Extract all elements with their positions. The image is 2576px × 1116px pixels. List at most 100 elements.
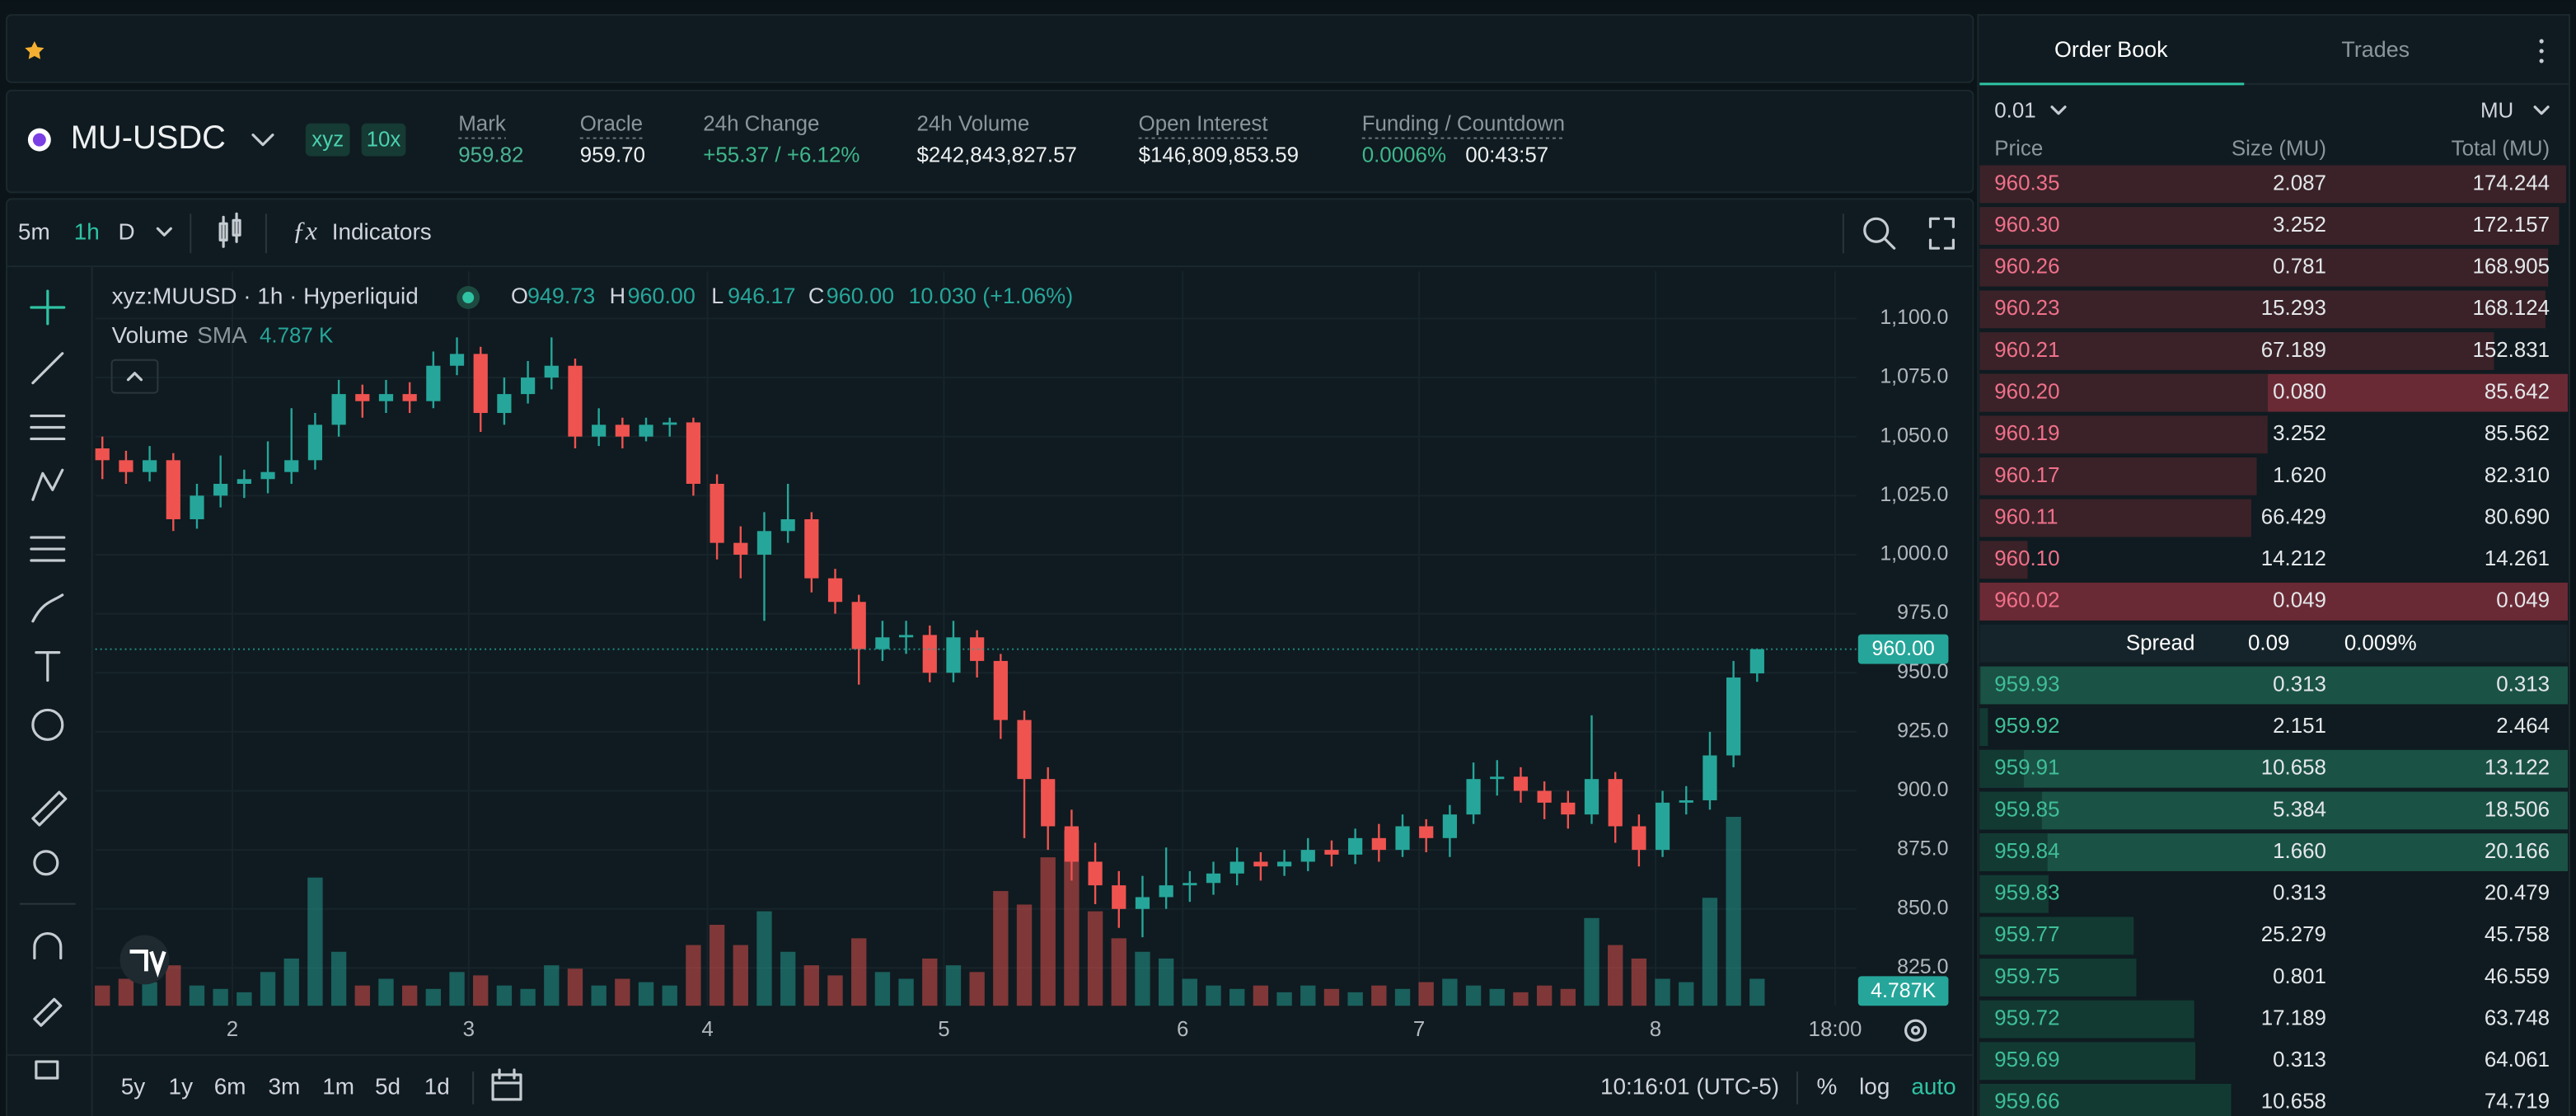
price[interactable]: 960.10 — [1994, 547, 2059, 570]
fib-tool[interactable] — [30, 414, 66, 441]
size: 66.429 — [2261, 505, 2326, 528]
range-button[interactable]: 5d — [375, 1073, 400, 1099]
text-tool[interactable] — [35, 651, 61, 682]
magnet-tool[interactable] — [33, 931, 63, 960]
depth-bar — [1979, 415, 2268, 454]
tab[interactable]: Order Book — [2054, 37, 2168, 62]
zoom-tool[interactable] — [33, 850, 59, 876]
drawing-tools — [30, 289, 68, 1080]
volume-bar — [874, 972, 891, 1006]
price[interactable]: 959.93 — [1994, 673, 2059, 696]
tick-size-chevron[interactable] — [2050, 106, 2067, 115]
depth-bar — [1979, 248, 2549, 287]
calendar-icon[interactable] — [491, 1068, 522, 1101]
price[interactable]: 959.92 — [1994, 715, 2059, 738]
stat-label[interactable]: Funding / Countdown — [1362, 113, 1565, 136]
volume-bar — [1655, 978, 1670, 1006]
timeframe[interactable]: 1h — [74, 219, 100, 245]
star-icon[interactable] — [25, 41, 44, 59]
total: 152.831 — [2472, 339, 2550, 362]
volume-sma-value: 4.787 K — [260, 325, 333, 348]
candle-body — [520, 377, 536, 395]
price[interactable]: 960.30 — [1994, 213, 2059, 237]
settings-icon[interactable] — [1904, 1019, 1927, 1042]
size: 10.658 — [2261, 757, 2326, 780]
volume-bar — [544, 965, 560, 1006]
stat-label[interactable]: Open Interest — [1139, 113, 1269, 136]
price[interactable]: 960.35 — [1994, 171, 2059, 195]
lock-draw-tool[interactable] — [33, 997, 63, 1027]
price[interactable]: 959.83 — [1994, 882, 2059, 905]
range-button[interactable]: 3m — [269, 1073, 301, 1099]
timeframe[interactable]: 5m — [18, 219, 50, 245]
stat-label[interactable]: Oracle — [580, 113, 643, 136]
depth-bar — [1979, 833, 2048, 871]
timeframe-chevron[interactable] — [156, 227, 172, 237]
price[interactable]: 960.17 — [1994, 464, 2059, 487]
candle-body — [1608, 779, 1623, 827]
collapse-button[interactable] — [110, 359, 159, 394]
tab[interactable]: Trades — [2341, 37, 2410, 62]
symbol[interactable]: MU-USDC — [71, 120, 226, 156]
price[interactable]: 960.20 — [1994, 380, 2059, 403]
price[interactable]: 960.21 — [1994, 339, 2059, 362]
range-button[interactable]: 1d — [424, 1073, 450, 1099]
price[interactable]: 959.77 — [1994, 923, 2059, 946]
projection-tool[interactable] — [30, 536, 66, 562]
menu-dots[interactable] — [2539, 39, 2544, 63]
size: 0.781 — [2273, 256, 2326, 279]
tag-box — [361, 123, 406, 157]
auto-toggle[interactable]: auto — [1911, 1073, 1955, 1099]
price[interactable]: 960.02 — [1994, 589, 2059, 612]
candle-type-icon[interactable] — [218, 212, 241, 248]
price[interactable]: 959.75 — [1994, 965, 2059, 988]
price[interactable]: 960.19 — [1994, 422, 2059, 445]
range-button[interactable]: 6m — [214, 1073, 246, 1099]
price[interactable]: 959.84 — [1994, 840, 2059, 863]
crosshair-tool[interactable] — [30, 289, 66, 326]
range-button[interactable]: 1m — [322, 1073, 354, 1099]
volume-bar — [1040, 857, 1056, 1006]
market-bar — [5, 89, 1974, 194]
column-header: Size (MU) — [2232, 137, 2326, 160]
price[interactable]: 959.91 — [1994, 757, 2059, 780]
log-toggle[interactable]: log — [1859, 1073, 1890, 1099]
timeframe[interactable]: D — [119, 219, 135, 245]
stat-label[interactable]: Mark — [458, 113, 506, 136]
range-button[interactable]: 1y — [169, 1073, 194, 1099]
total: 13.122 — [2485, 757, 2550, 780]
size: 0.049 — [2273, 589, 2326, 612]
symbol-chevron[interactable] — [251, 134, 274, 147]
price[interactable]: 959.85 — [1994, 798, 2059, 821]
fullscreen-icon[interactable] — [1928, 217, 1955, 250]
volume-bar — [851, 938, 867, 1006]
indicators-button[interactable]: Indicators — [332, 219, 432, 245]
line-tool[interactable] — [31, 352, 64, 385]
percent-toggle[interactable]: % — [1816, 1073, 1837, 1099]
volume-bar — [354, 985, 370, 1006]
clock: 10:16:01 (UTC-5) — [1600, 1073, 1779, 1099]
price[interactable]: 960.11 — [1994, 505, 2058, 528]
zoom-icon[interactable] — [1863, 217, 1896, 250]
candle-body — [592, 424, 607, 437]
legend-value: 960.00 — [827, 284, 894, 308]
price[interactable]: 959.66 — [1994, 1090, 2059, 1114]
volume-bar — [1323, 988, 1340, 1006]
price[interactable]: 959.72 — [1994, 1006, 2059, 1029]
brush-tool[interactable] — [31, 593, 64, 623]
price[interactable]: 960.23 — [1994, 297, 2059, 320]
emoji-tool[interactable] — [31, 708, 64, 741]
candle-body — [1183, 883, 1197, 886]
ruler-tool[interactable] — [31, 790, 68, 827]
pattern-tool[interactable] — [31, 468, 64, 501]
size: 1.660 — [2273, 840, 2326, 863]
fx-icon[interactable]: ƒx — [293, 217, 317, 246]
range-button[interactable]: 5y — [121, 1073, 146, 1099]
unit-chevron[interactable] — [2533, 106, 2550, 115]
unit-select[interactable]: MU — [2480, 100, 2513, 123]
candle-body — [473, 354, 488, 414]
tick-size[interactable]: 0.01 — [1994, 100, 2035, 123]
price[interactable]: 960.26 — [1994, 256, 2059, 279]
price[interactable]: 959.69 — [1994, 1048, 2059, 1071]
lock-tool[interactable] — [35, 1060, 59, 1080]
